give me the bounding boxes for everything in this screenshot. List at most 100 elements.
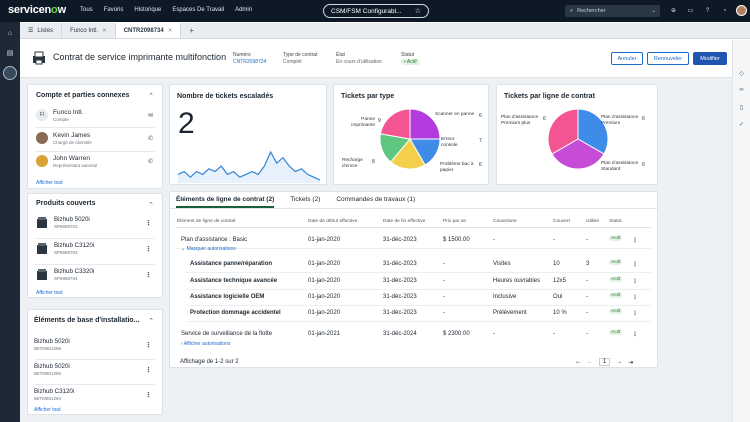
line-start-date: 01-jan-2020 <box>308 310 341 316</box>
trend-area <box>178 152 320 183</box>
install-item[interactable]: Bizhub 5020i IBITM801295 <box>34 363 70 376</box>
user-avatar[interactable] <box>736 5 747 16</box>
contact-john[interactable]: John Warren Représentant autorisé <box>36 155 97 168</box>
divider <box>35 127 155 128</box>
hide-entitlements-link[interactable]: ⌄ Masquer autorisations <box>181 246 236 252</box>
product-serial: SP6969702 <box>54 224 78 229</box>
tab-listes[interactable]: ☰ Listes <box>20 23 63 38</box>
show-all-install-link[interactable]: Afficher tout <box>34 407 61 413</box>
meta-label: État <box>336 52 345 58</box>
chevron-up-icon[interactable]: ⌃ <box>148 202 154 209</box>
inbox-icon[interactable]: ▤ <box>6 50 14 57</box>
install-serial: IBITM801295 <box>34 371 62 376</box>
product-item[interactable]: Bizhub 5020i SP6969702 <box>36 216 90 229</box>
help-icon[interactable]: ? <box>705 7 710 14</box>
show-entitlements-link[interactable]: › Afficher autorisations <box>181 341 230 347</box>
prev-page-icon[interactable]: ← <box>587 359 594 365</box>
chevron-down-icon[interactable]: ⌄ <box>651 8 656 14</box>
col-header-used: Utilisé <box>586 219 600 224</box>
phone-icon[interactable]: ✆ <box>147 136 153 142</box>
tag-icon[interactable]: ◇ <box>739 71 744 77</box>
escalated-title: Nombre de tickets escaladés <box>177 93 274 100</box>
home-icon[interactable]: ⌂ <box>7 29 13 37</box>
contact-funco[interactable]: FI Funco Intl. Compte <box>36 109 83 122</box>
add-tab-button[interactable]: + <box>189 26 195 35</box>
nav-admin[interactable]: Admin <box>235 7 253 13</box>
close-icon[interactable]: ✕ <box>102 27 107 34</box>
divider <box>35 151 155 152</box>
install-name: Bizhub C3120i <box>34 388 75 395</box>
context-pill[interactable]: CSM/FSM Configurabl... ☆ <box>323 4 429 18</box>
more-icon[interactable]: ⋮ <box>145 342 152 349</box>
install-item[interactable]: Bizhub 5020i IBITM801296 <box>34 338 70 351</box>
product-name: Bizhub 5020i <box>54 216 90 223</box>
pie1-value-3: 6 <box>479 162 482 168</box>
row-more-icon[interactable]: ⋮ <box>632 332 638 338</box>
line-price: - <box>443 261 445 267</box>
tab-bar: ☰ Listes Funco Intl. ✕ CNTR2098734 ✕ + <box>20 23 750 39</box>
product-item[interactable]: Bizhub C3120i SP6969703 <box>36 242 94 255</box>
renew-button[interactable]: Renouveler <box>647 52 689 65</box>
row-more-icon[interactable]: ⋮ <box>632 311 638 317</box>
line-start-date: 01-jan-2020 <box>308 294 341 300</box>
more-icon[interactable]: ⋮ <box>145 272 152 279</box>
chevron-right-icon: › <box>181 341 184 347</box>
phone-icon[interactable]: ✆ <box>147 159 153 165</box>
nav-favoris[interactable]: Favoris <box>103 7 124 13</box>
row-more-icon[interactable]: ⋮ <box>632 262 638 268</box>
show-all-contacts-link[interactable]: Afficher tout <box>36 180 63 186</box>
more-icon[interactable]: ⋮ <box>145 367 152 374</box>
line-start-date: 01-jan-2020 <box>308 237 341 243</box>
close-icon[interactable]: ✕ <box>167 27 173 34</box>
pie1-legend-4: Recharge d'encre <box>342 158 363 169</box>
more-icon[interactable]: ⋮ <box>145 246 152 253</box>
nav-tous[interactable]: Tous <box>80 7 93 13</box>
printer-icon <box>37 269 47 280</box>
brand-logo[interactable]: servicenow <box>8 4 66 16</box>
tabs-divider <box>170 208 657 209</box>
chevron-up-icon[interactable]: ⌃ <box>148 318 154 325</box>
check-icon[interactable]: ✓ <box>738 122 745 128</box>
chat-icon[interactable]: ▭ <box>687 8 694 14</box>
tab-funco[interactable]: Funco Intl. ✕ <box>62 23 116 38</box>
link-icon[interactable]: ∞ <box>739 87 744 93</box>
globe-icon[interactable]: ⊕ <box>670 8 677 14</box>
bell-icon[interactable]: ◔ <box>722 7 727 14</box>
search-input[interactable]: ⌕ Rechercher ⌄ <box>565 5 660 17</box>
contact-kevin[interactable]: Kevin James Chargé de clientèle <box>36 132 92 145</box>
row-more-icon[interactable]: ⋮ <box>632 238 638 244</box>
chevron-up-icon[interactable]: ⌃ <box>148 93 154 100</box>
pie2-value-2: 6 <box>642 162 645 168</box>
row-more-icon[interactable]: ⋮ <box>632 279 638 285</box>
install-item[interactable]: Bizhub C3120i IBITM801294 <box>34 388 74 401</box>
mail-icon[interactable]: ✉ <box>147 113 153 119</box>
tab-contract-lines[interactable]: Éléments de ligne de contrat (2) <box>176 196 275 208</box>
more-icon[interactable]: ⋮ <box>145 392 152 399</box>
more-icon[interactable]: ⋮ <box>145 220 152 227</box>
tab-tickets[interactable]: Tickets (2) <box>290 196 321 203</box>
cancel-button[interactable]: Annuler <box>611 52 643 65</box>
record-number-link[interactable]: CNTR2098734 <box>233 58 267 65</box>
page-number[interactable]: 1 <box>599 358 611 366</box>
row-more-icon[interactable]: ⋮ <box>632 295 638 301</box>
workspace-icon[interactable] <box>3 66 17 80</box>
tab-contract[interactable]: CNTR2098734 ✕ <box>115 23 182 38</box>
edit-button[interactable]: Modifier <box>693 52 727 65</box>
show-all-products-link[interactable]: Afficher tout <box>36 290 63 296</box>
tab-work-orders[interactable]: Commandes de travaux (1) <box>336 196 416 203</box>
product-item[interactable]: Bizhub C3320i SP6969704 <box>36 268 94 281</box>
first-page-icon[interactable]: ⇤ <box>576 359 582 366</box>
install-name: Bizhub 5020i <box>34 363 70 370</box>
escalated-card: Nombre de tickets escaladés 2 <box>169 84 327 185</box>
line-start-date: 01-jan-2020 <box>308 261 341 267</box>
line-used: - <box>586 237 588 243</box>
next-page-icon[interactable]: → <box>616 359 623 365</box>
line-start-date: 01-jan-2020 <box>308 278 341 284</box>
col-header-line: Élément de ligne de contrat <box>177 219 236 224</box>
nav-espaces[interactable]: Espaces De Travail <box>172 7 225 13</box>
last-page-icon[interactable]: ⇥ <box>628 359 634 366</box>
product-serial: SP6969703 <box>54 250 78 255</box>
nav-historique[interactable]: Historique <box>134 7 162 13</box>
doc-icon[interactable]: ▯ <box>739 105 744 111</box>
star-icon[interactable]: ☆ <box>414 8 421 15</box>
